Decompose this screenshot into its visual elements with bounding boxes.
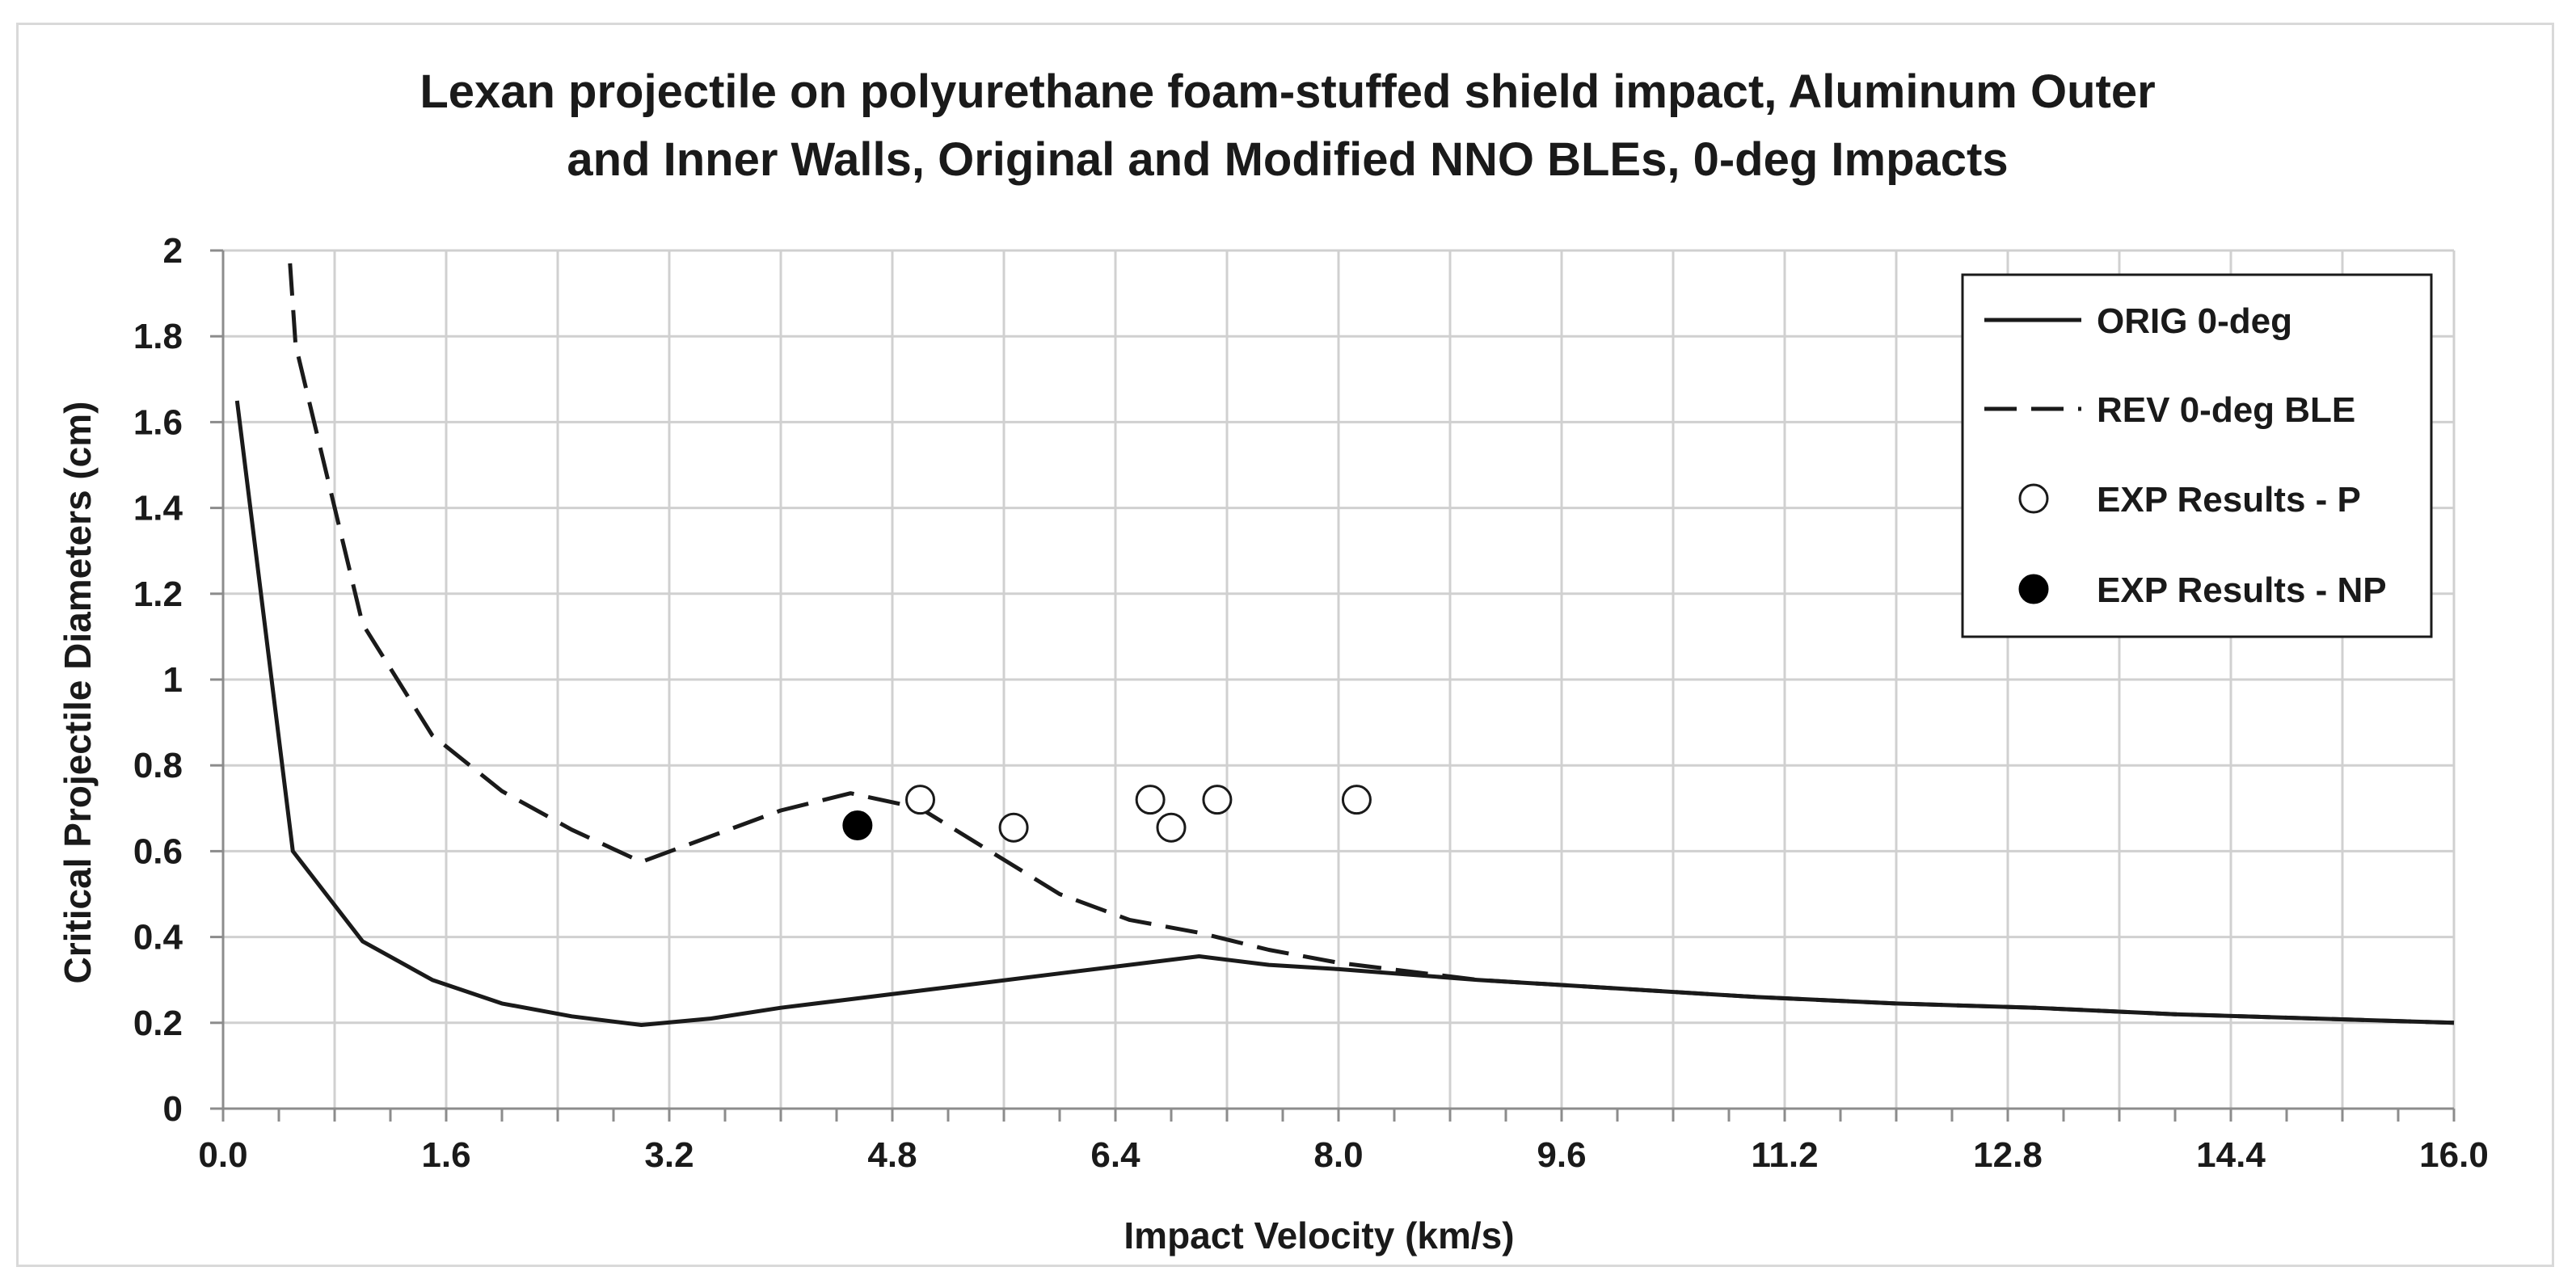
y-axis-label: Critical Projectile Diameters (cm)	[57, 402, 99, 984]
data-point-exp-p	[1156, 812, 1187, 843]
x-tick-label: 1.6	[421, 1135, 470, 1175]
x-tick-label: 12.8	[1973, 1135, 2043, 1175]
x-tick-label: 6.4	[1090, 1135, 1140, 1175]
series-line-orig-0deg	[234, 400, 2455, 1027]
y-tick-label: 0.4	[133, 918, 183, 958]
axes	[210, 249, 2456, 1122]
data-point-exp-p	[905, 785, 935, 815]
x-tick-label: 0.0	[198, 1135, 247, 1175]
y-tick-label: 1	[163, 660, 183, 700]
y-tick-label: 1.2	[133, 575, 183, 614]
data-point-exp-p	[998, 812, 1029, 843]
series-line-rev-0deg-ble	[288, 263, 2455, 1025]
y-tick-label: 0	[163, 1089, 183, 1129]
legend-label-p: EXP Results - P	[2097, 480, 2361, 520]
data-point-exp-p	[1202, 785, 1233, 815]
legend-label-orig: ORIG 0-deg	[2097, 301, 2292, 341]
legend: ORIG 0-deg REV 0-deg BLE EXP Results - P…	[1961, 273, 2433, 638]
legend-marker-np	[2018, 574, 2049, 604]
tick-labels: 0.0 1.6 3.2 4.8 6.4 8.0 9.6 11.2 12.8 14.4 16.000.…	[133, 231, 2489, 1175]
x-tick-label: 3.2	[644, 1135, 694, 1175]
data-point-exp-p	[1135, 785, 1166, 815]
data-series	[234, 263, 2455, 1027]
x-axis-label: Impact Velocity (km/s)	[1124, 1214, 1514, 1256]
data-point-exp-p	[1341, 785, 1372, 815]
legend-marker-p	[2018, 483, 2049, 514]
x-tick-label: 16.0	[2419, 1135, 2489, 1175]
legend-label-rev: REV 0-deg BLE	[2097, 390, 2355, 430]
x-tick-label: 8.0	[1313, 1135, 1363, 1175]
x-tick-label: 11.2	[1751, 1135, 1818, 1175]
y-tick-label: 1.4	[133, 489, 183, 528]
chart-title-line-1: Lexan projectile on polyurethane foam-st…	[419, 65, 2155, 118]
y-tick-label: 0.6	[133, 831, 183, 871]
x-tick-label: 9.6	[1537, 1135, 1586, 1175]
legend-label-np: EXP Results - NP	[2097, 570, 2387, 610]
y-tick-label: 2	[163, 231, 183, 271]
data-point-exp-np	[842, 810, 873, 841]
y-tick-label: 1.6	[133, 402, 183, 442]
x-tick-label: 4.8	[867, 1135, 917, 1175]
chart-title-line-2: and Inner Walls, Original and Modified N…	[567, 133, 2008, 186]
y-tick-label: 0.2	[133, 1004, 183, 1043]
y-tick-label: 1.8	[133, 317, 183, 356]
x-tick-label: 14.4	[2196, 1135, 2266, 1175]
chart-frame	[16, 23, 2554, 1267]
y-tick-label: 0.8	[133, 746, 183, 785]
